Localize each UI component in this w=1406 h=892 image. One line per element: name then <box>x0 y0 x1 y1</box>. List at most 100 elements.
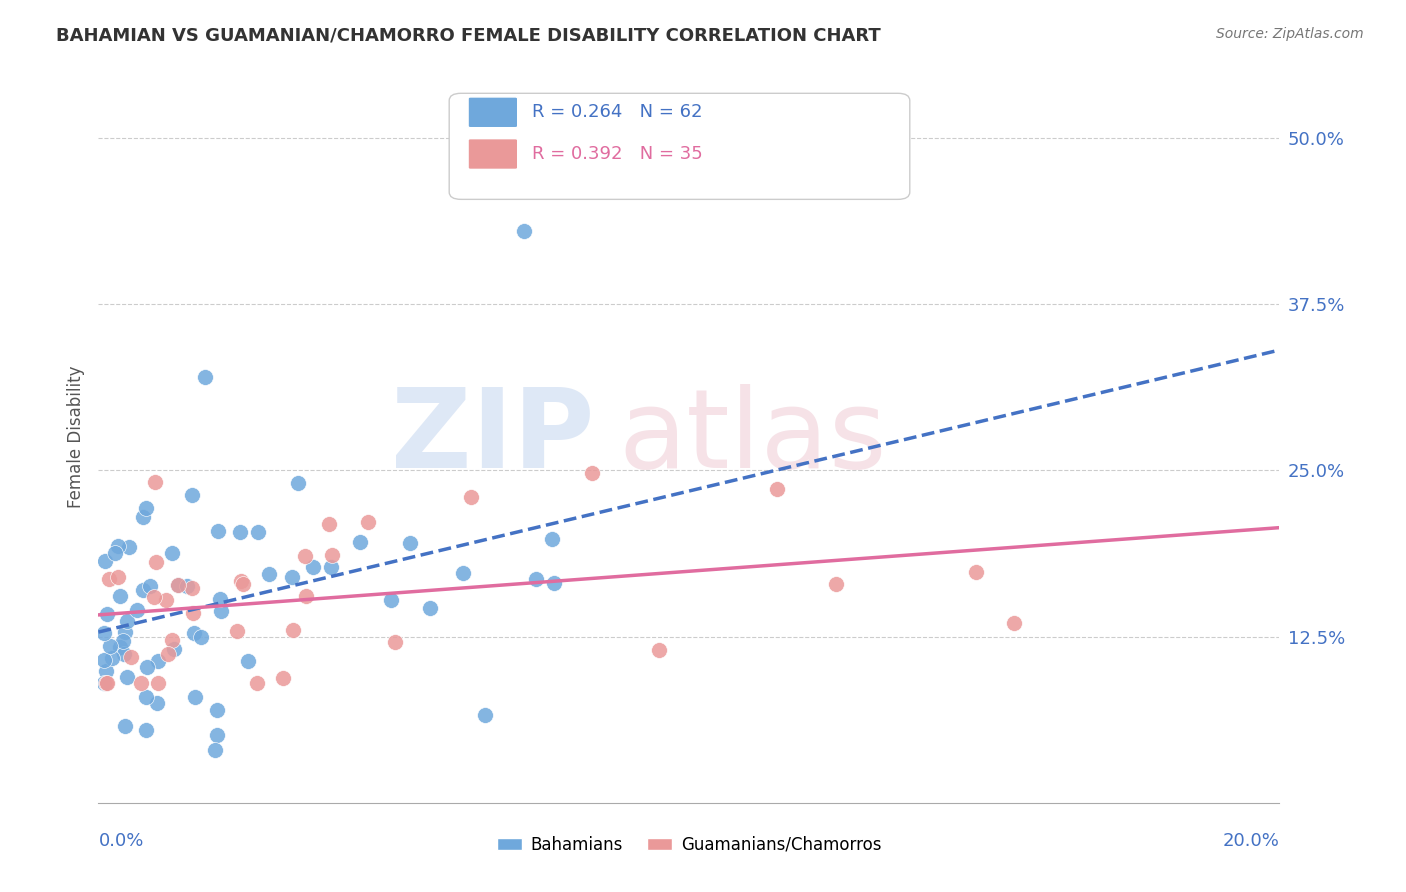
Point <box>451 566 474 580</box>
Point <box>581 466 603 480</box>
FancyBboxPatch shape <box>449 94 910 200</box>
Point <box>271 671 294 685</box>
Point <box>127 603 149 617</box>
Point <box>228 525 250 540</box>
Point <box>136 660 159 674</box>
Point <box>143 475 166 489</box>
Point <box>104 546 127 560</box>
Point <box>115 670 138 684</box>
Point <box>357 516 380 530</box>
Point <box>96 607 118 622</box>
Point <box>111 633 134 648</box>
Point <box>238 654 260 668</box>
Point <box>965 565 987 579</box>
Point <box>349 535 371 549</box>
Point <box>183 626 205 640</box>
Point <box>98 572 121 586</box>
Point <box>146 654 169 668</box>
Text: 20.0%: 20.0% <box>1223 832 1279 850</box>
Point <box>145 555 167 569</box>
Point <box>117 614 139 628</box>
Point <box>259 566 281 581</box>
Text: BAHAMIAN VS GUAMANIAN/CHAMORRO FEMALE DISABILITY CORRELATION CHART: BAHAMIAN VS GUAMANIAN/CHAMORRO FEMALE DI… <box>56 27 882 45</box>
Point <box>118 540 141 554</box>
Point <box>1002 616 1025 631</box>
Point <box>281 570 304 584</box>
Point <box>138 579 160 593</box>
Point <box>180 581 202 595</box>
Point <box>318 517 340 532</box>
Point <box>96 664 118 678</box>
Point <box>384 635 406 649</box>
Point <box>281 623 304 637</box>
Point <box>524 572 547 586</box>
Point <box>380 592 402 607</box>
Point <box>162 632 184 647</box>
Point <box>474 708 496 723</box>
Point <box>143 590 166 604</box>
Text: R = 0.264   N = 62: R = 0.264 N = 62 <box>531 103 703 121</box>
Point <box>321 549 343 563</box>
FancyBboxPatch shape <box>468 138 517 169</box>
Point <box>229 574 252 588</box>
Point <box>190 630 212 644</box>
Y-axis label: Female Disability: Female Disability <box>66 366 84 508</box>
Point <box>135 690 157 704</box>
Point <box>160 546 183 560</box>
Point <box>155 593 177 607</box>
Point <box>176 579 198 593</box>
Point <box>184 690 207 704</box>
Point <box>232 577 254 591</box>
Point <box>100 651 122 665</box>
Point <box>110 640 132 655</box>
Point <box>96 676 118 690</box>
Point <box>247 525 270 540</box>
Point <box>135 723 157 737</box>
Point <box>295 589 318 603</box>
Point <box>166 578 188 592</box>
Point <box>132 510 155 524</box>
Point <box>146 696 169 710</box>
Text: R = 0.392   N = 35: R = 0.392 N = 35 <box>531 145 703 163</box>
Point <box>204 742 226 756</box>
Point <box>294 549 316 563</box>
Point <box>419 601 441 615</box>
Point <box>156 648 179 662</box>
Text: atlas: atlas <box>619 384 887 491</box>
Point <box>100 639 122 653</box>
Point <box>114 647 136 661</box>
Point <box>543 576 565 591</box>
Point <box>107 539 129 553</box>
Point <box>194 370 217 384</box>
Point <box>148 676 170 690</box>
Point <box>460 490 482 504</box>
Point <box>93 675 115 690</box>
Text: ZIP: ZIP <box>391 384 595 491</box>
Point <box>541 533 564 547</box>
Point <box>110 589 132 603</box>
Point <box>302 560 325 574</box>
Point <box>512 224 534 238</box>
Point <box>120 650 142 665</box>
Point <box>209 604 232 618</box>
Point <box>824 577 846 591</box>
Legend: Bahamians, Guamanians/Chamorros: Bahamians, Guamanians/Chamorros <box>491 829 887 860</box>
Point <box>135 500 157 515</box>
Point <box>181 606 204 620</box>
Point <box>114 719 136 733</box>
Point <box>205 703 228 717</box>
Text: 0.0%: 0.0% <box>98 832 143 850</box>
Point <box>246 676 269 690</box>
Point <box>129 676 152 690</box>
FancyBboxPatch shape <box>468 97 517 128</box>
Point <box>96 676 118 690</box>
Point <box>167 578 190 592</box>
Point <box>207 524 229 538</box>
Point <box>208 592 231 607</box>
Point <box>205 728 228 742</box>
Point <box>765 483 787 497</box>
Point <box>93 554 115 568</box>
Point <box>287 475 309 490</box>
Point <box>648 643 671 657</box>
Point <box>114 625 136 640</box>
